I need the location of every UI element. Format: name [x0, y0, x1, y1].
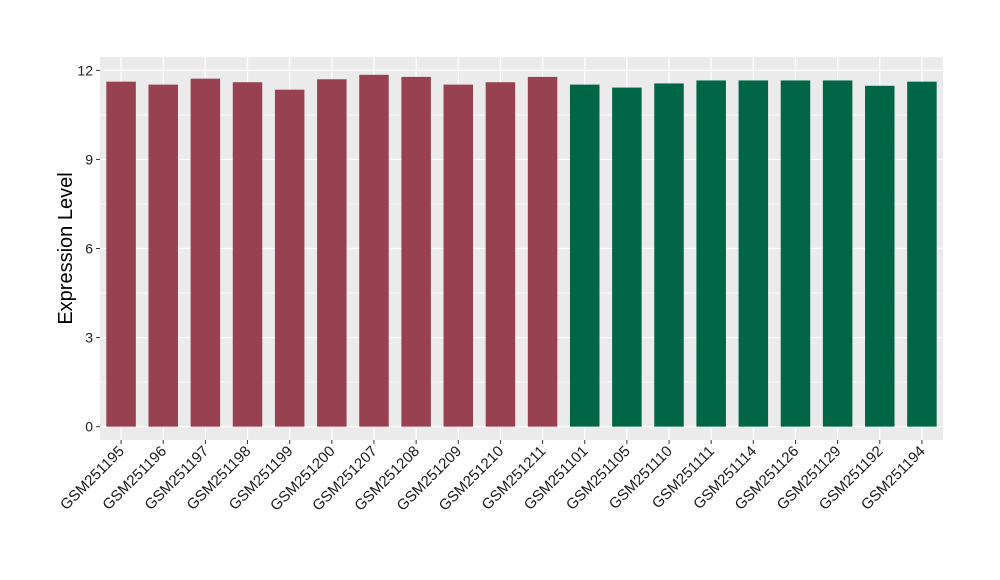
bar — [612, 87, 642, 427]
bar — [696, 80, 726, 427]
x-axis: GSM251195GSM251196GSM251197GSM251198GSM2… — [57, 440, 929, 514]
y-tick-label: 0 — [85, 419, 93, 435]
bar — [232, 82, 263, 427]
bar — [738, 80, 769, 427]
bar — [274, 89, 305, 427]
bar — [401, 76, 431, 427]
y-tick-label: 9 — [85, 151, 93, 167]
bar — [780, 80, 811, 427]
bar — [527, 76, 558, 427]
bar — [485, 82, 516, 427]
bar — [148, 84, 178, 427]
bar — [822, 80, 853, 427]
bars — [106, 74, 937, 427]
y-axis-title: Expression Level — [55, 172, 77, 324]
bar — [569, 84, 600, 427]
y-tick-label: 12 — [77, 62, 93, 78]
y-tick-label: 6 — [85, 241, 93, 257]
bar — [317, 79, 347, 427]
bar — [907, 81, 937, 427]
bar — [654, 83, 684, 427]
bar — [359, 74, 389, 427]
bar — [865, 85, 895, 427]
bar — [106, 81, 136, 427]
bar — [190, 78, 221, 427]
y-tick-label: 3 — [85, 330, 93, 346]
y-axis: 0 3 6 9 12 — [77, 62, 100, 435]
bar — [443, 84, 474, 427]
